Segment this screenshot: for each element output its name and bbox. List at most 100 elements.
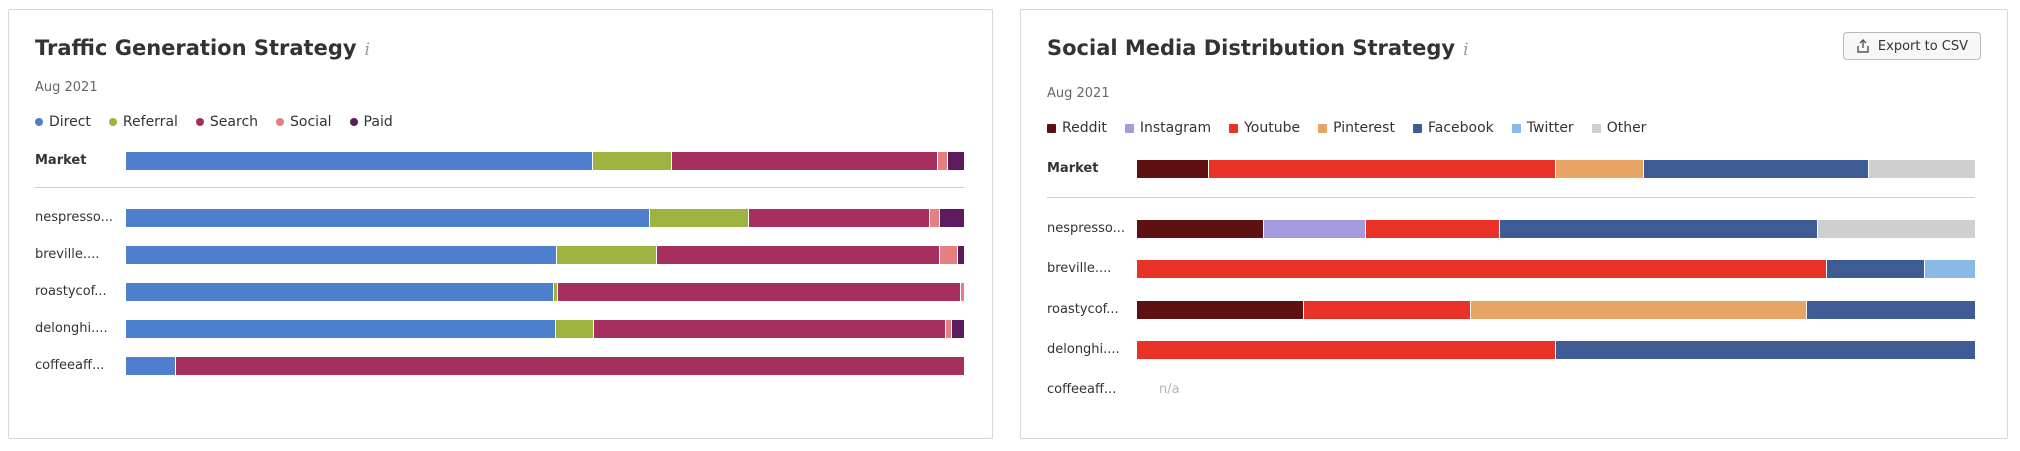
traffic-bar-segment-referral[interactable] [555, 320, 594, 338]
social-bar-row[interactable] [1137, 220, 1975, 238]
traffic-bar-row[interactable] [126, 283, 964, 301]
traffic-bar-segment-referral[interactable] [556, 246, 658, 264]
traffic-bar-segment-social[interactable] [946, 320, 953, 338]
traffic-bar-segment-referral[interactable] [593, 152, 673, 170]
social-row-label: delonghi.... [1047, 342, 1120, 357]
legend-swatch [349, 118, 358, 126]
social-row-label: nespresso... [1047, 221, 1125, 236]
legend-swatch [276, 118, 285, 126]
traffic-bar-segment-paid[interactable] [939, 209, 964, 227]
traffic-bar-segment-search[interactable] [657, 246, 940, 264]
social-bar-segment-facebook[interactable] [1556, 341, 1975, 359]
social-row-label: breville.... [1047, 261, 1112, 276]
social-legend-item-other[interactable]: Other [1591, 120, 1647, 136]
traffic-legend-item-paid[interactable]: Paid [349, 114, 393, 130]
legend-label: Social [290, 114, 332, 130]
social-bar-segment-pinterest[interactable] [1471, 301, 1808, 319]
social-bar-segment-facebook[interactable] [1643, 160, 1869, 178]
export-icon [1857, 39, 1869, 53]
social-bar-segment-youtube[interactable] [1303, 301, 1472, 319]
social-bar-segment-youtube[interactable] [1365, 220, 1500, 238]
social-divider [1047, 197, 1975, 198]
traffic-bar-segment-referral[interactable] [649, 209, 749, 227]
social-legend-item-reddit[interactable]: Reddit [1047, 120, 1107, 136]
traffic-row-label: breville.... [35, 247, 100, 262]
social-bar-segment-youtube[interactable] [1209, 160, 1556, 178]
social-bar-segment-instagram[interactable] [1263, 220, 1366, 238]
social-bar-segment-reddit[interactable] [1137, 160, 1210, 178]
traffic-legend-item-referral[interactable]: Referral [108, 114, 178, 130]
social-legend-item-pinterest[interactable]: Pinterest [1318, 120, 1395, 136]
traffic-bar-segment-direct[interactable] [126, 246, 557, 264]
traffic-bar-segment-direct[interactable] [126, 320, 556, 338]
legend-label: Other [1606, 120, 1647, 136]
social-bar-segment-youtube[interactable] [1137, 341, 1556, 359]
social-strategy-card: Social Media Distribution Strategy i Expo… [1020, 9, 2008, 439]
legend-label: Direct [49, 114, 91, 130]
traffic-bar-row[interactable] [126, 246, 964, 264]
legend-label: Twitter [1526, 120, 1574, 136]
traffic-bar-segment-search[interactable] [176, 357, 964, 375]
social-title: Social Media Distribution Strategy i [1047, 36, 1469, 60]
traffic-bar-segment-search[interactable] [748, 209, 930, 227]
traffic-bar-segment-paid[interactable] [948, 152, 964, 170]
traffic-bar-segment-social[interactable] [960, 283, 964, 301]
legend-label: Facebook [1427, 120, 1494, 136]
social-legend-item-twitter[interactable]: Twitter [1511, 120, 1574, 136]
social-date: Aug 2021 [1047, 86, 1110, 101]
social-legend-item-youtube[interactable]: Youtube [1229, 120, 1300, 136]
traffic-bar-segment-search[interactable] [593, 320, 947, 338]
legend-label: Search [209, 114, 259, 130]
info-icon[interactable]: i [364, 40, 370, 60]
traffic-bar-row[interactable] [126, 357, 964, 375]
social-bar-row[interactable] [1137, 301, 1975, 319]
social-bar-row[interactable] [1137, 160, 1975, 178]
traffic-date: Aug 2021 [35, 80, 98, 95]
legend-swatch [35, 118, 43, 126]
traffic-bar-row[interactable] [126, 320, 964, 338]
info-icon[interactable]: i [1463, 40, 1469, 60]
traffic-bar-segment-paid[interactable] [958, 246, 964, 264]
social-bar-segment-reddit[interactable] [1137, 220, 1264, 238]
legend-swatch [1591, 123, 1601, 133]
social-bar-segment-other[interactable] [1818, 220, 1975, 238]
traffic-title-text: Traffic Generation Strategy [35, 36, 357, 60]
social-bar-segment-facebook[interactable] [1807, 301, 1975, 319]
social-bar-segment-twitter[interactable] [1924, 260, 1975, 278]
export-csv-label: Export to CSV [1877, 38, 1968, 54]
social-bar-row[interactable] [1137, 341, 1975, 359]
social-bar-segment-other[interactable] [1868, 160, 1975, 178]
social-bar-row[interactable] [1137, 260, 1975, 278]
traffic-legend-item-direct[interactable]: Direct [35, 114, 91, 130]
social-row-label: Market [1047, 161, 1099, 176]
social-legend-item-instagram[interactable]: Instagram [1124, 120, 1212, 136]
social-na-text: n/a [1159, 382, 1180, 397]
traffic-bar-segment-search[interactable] [558, 283, 961, 301]
traffic-bar-segment-paid[interactable] [952, 320, 964, 338]
traffic-bar-segment-referral[interactable] [554, 283, 559, 301]
legend-swatch [108, 118, 117, 126]
traffic-bar-segment-direct[interactable] [126, 209, 650, 227]
social-legend-item-facebook[interactable]: Facebook [1412, 120, 1494, 136]
traffic-row-label: coffeeaff... [35, 358, 105, 373]
traffic-bar-row[interactable] [126, 152, 964, 170]
traffic-bar-segment-search[interactable] [672, 152, 938, 170]
social-bar-segment-pinterest[interactable] [1555, 160, 1644, 178]
legend-label: Instagram [1139, 120, 1212, 136]
traffic-bar-segment-direct[interactable] [126, 357, 177, 375]
social-bar-segment-facebook[interactable] [1826, 260, 1925, 278]
social-bar-segment-youtube[interactable] [1137, 260, 1827, 278]
traffic-bar-segment-direct[interactable] [126, 283, 555, 301]
traffic-bar-row[interactable] [126, 209, 964, 227]
social-title-text: Social Media Distribution Strategy [1047, 36, 1456, 60]
traffic-legend-item-social[interactable]: Social [276, 114, 332, 130]
social-bar-segment-reddit[interactable] [1137, 301, 1304, 319]
traffic-bar-segment-social[interactable] [937, 152, 949, 170]
export-csv-button[interactable]: Export to CSV [1842, 32, 1981, 60]
traffic-bar-segment-social[interactable] [929, 209, 940, 227]
traffic-legend-item-search[interactable]: Search [195, 114, 259, 130]
social-bar-segment-facebook[interactable] [1499, 220, 1819, 238]
traffic-bar-segment-direct[interactable] [126, 152, 594, 170]
legend-label: Paid [363, 114, 393, 130]
traffic-bar-segment-social[interactable] [939, 246, 959, 264]
